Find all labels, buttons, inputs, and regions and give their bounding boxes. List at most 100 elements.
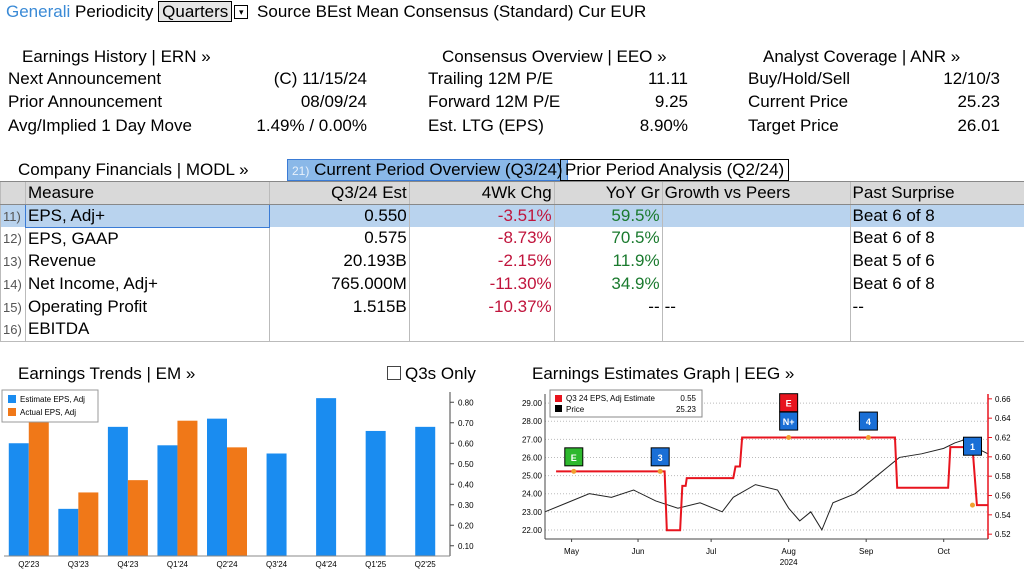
q3s-only-checkbox[interactable]: Q3s Only [387,364,476,384]
chevron-down-icon[interactable]: ▾ [234,5,249,19]
x-tick-label: Jun [632,547,645,556]
x-tick-label: Jul [706,547,716,556]
col-4wk-chg[interactable]: 4Wk Chg [408,181,555,205]
analyst-coverage-title[interactable]: Analyst Coverage | ANR » [763,47,961,66]
checkbox-icon[interactable] [387,366,401,380]
prior-announcement-label: Prior Announcement [8,92,163,111]
x-tick-label: Aug [782,547,796,556]
y-tick-label: 0.20 [458,521,474,530]
legend-price-swatch [555,405,562,412]
y-tick-label: 0.50 [458,460,474,469]
right-y-tick-label: 0.54 [995,511,1011,520]
table-row[interactable]: 14) Net Income, Adj+ 765.000M -11.30% 34… [0,272,1024,296]
measure-cell[interactable]: Net Income, Adj+ [24,272,270,296]
event-marker[interactable] [650,447,670,467]
col-yoy[interactable]: YoY Gr [553,181,663,205]
consensus-overview-title[interactable]: Consensus Overview | EEO » [442,47,667,66]
next-announcement-value: (C) 11/15/24 [273,69,367,88]
right-y-tick-label: 0.58 [995,472,1011,481]
legend-actual-label: Actual EPS, Adj [20,408,76,417]
periodicity-select[interactable]: Quarters [158,1,233,22]
event-marker[interactable] [779,411,799,431]
tab-current-num: 21) [292,164,310,178]
consensus-line [556,436,988,532]
estimate-bar [58,508,79,556]
legend-consensus-value: 0.55 [680,394,696,403]
yoy-cell: -- [553,295,663,319]
event-marker[interactable] [962,436,982,456]
eeg-legend: Q3 24 EPS, Adj Estimate 0.55 Price 25.23 [549,389,703,418]
x-tick-label: Sep [859,547,874,556]
event-marker-label: E [786,399,792,409]
surprise-cell: Beat 6 of 8 [849,227,1024,250]
estimate-bar [365,430,386,556]
actual-bar [127,480,148,556]
earnings-estimates-chart: 22.00 23.00 24.00 25.00 26.00 27.00 28.00 29.00… [522,389,1011,567]
earnings-trends-title[interactable]: Earnings Trends | EM » [18,364,196,383]
company-financials-title[interactable]: Company Financials | MODL » [18,160,249,179]
measure-cell[interactable]: Operating Profit [24,295,270,319]
col-growth-peers[interactable]: Growth vs Peers [661,181,851,205]
table-row[interactable]: 12) EPS, GAAP 0.575 -8.73% 70.5% Beat 6 … [0,227,1024,250]
left-y-tick-label: 25.00 [522,472,543,481]
table-row[interactable]: 13) Revenue 20.193B -2.15% 11.9% Beat 5 … [0,249,1024,273]
tab-current-label: Current Period Overview (Q3/24) [314,160,563,179]
x-tick-label: Q3'23 [68,560,90,569]
event-marker-label: E [571,453,577,463]
tab-prior-period[interactable]: Prior Period Analysis (Q2/24) [560,159,790,181]
measure-cell[interactable]: EPS, GAAP [24,227,270,250]
bars-plot-area [8,398,436,556]
event-dot [865,435,871,440]
legend-actual-swatch [8,408,16,416]
next-announcement-label: Next Announcement [8,69,162,88]
tab-current-period[interactable]: 21) Current Period Overview (Q3/24) [287,159,568,181]
chg-cell: -8.73% [408,227,555,250]
measure-cell[interactable]: EPS, Adj+ [24,203,270,228]
yoy-cell: 11.9% [553,249,663,273]
earnings-graph-title[interactable]: Earnings Estimates Graph | EEG » [532,364,795,383]
right-y-tick-label: 0.64 [995,414,1011,423]
left-y-tick-label: 29.00 [522,399,543,408]
table-row[interactable]: 11) EPS, Adj+ 0.550 -3.51% 59.5% Beat 6 … [0,203,1024,228]
buy-hold-sell-label: Buy/Hold/Sell [748,69,851,88]
current-price-value: 25.23 [957,92,1000,111]
yoy-cell [553,318,663,342]
x-tick-label: May [564,547,579,556]
earnings-history-title[interactable]: Earnings History | ERN » [22,47,211,66]
table-row[interactable]: 15) Operating Profit 1.515B -10.37% -- -… [0,295,1024,319]
target-price-value: 26.01 [957,116,1000,135]
col-past-surprise[interactable]: Past Surprise [849,181,1024,205]
col-estimate[interactable]: Q3/24 Est [268,181,410,205]
yoy-cell: 70.5% [553,227,663,250]
peers-cell [661,318,851,342]
left-y-tick-label: 23.00 [522,508,543,517]
table-row[interactable]: 16) EBITDA [0,318,1024,342]
event-marker[interactable] [564,447,584,467]
price-line [544,438,989,532]
legend-estimate-label: Estimate EPS, Adj [20,395,85,404]
event-marker[interactable] [858,411,878,431]
left-y-tick-label: 28.00 [522,417,543,426]
chg-cell: -3.51% [408,204,555,228]
measure-cell[interactable]: Revenue [24,249,270,273]
x-tick-label: Q2'23 [18,560,40,569]
col-measure[interactable]: Measure [24,181,270,205]
actual-bar [227,447,247,556]
right-y-tick-label: 0.56 [995,492,1011,501]
event-dot [969,502,975,508]
x-tick-label: Q4'24 [316,560,338,569]
estimate-bar [266,453,287,556]
bars-x-axis: Q2'23 Q3'23 Q4'23 Q1'24 Q2'24 Q3'24 Q4'24 Q1'25… [4,555,450,569]
event-marker-label: N+ [783,417,795,427]
estimate-cell: 1.515B [268,295,410,319]
chg-cell [408,318,555,342]
left-y-tick-label: 24.00 [522,490,543,499]
x-tick-label: Q1'25 [365,560,387,569]
peers-cell [661,204,851,228]
legend-estimate-swatch [8,395,16,403]
measure-cell[interactable]: EBITDA [24,318,270,342]
actual-bar [177,420,198,556]
yoy-cell: 34.9% [553,272,663,296]
event-dot [571,468,577,474]
company-name[interactable]: Generali [6,2,71,21]
